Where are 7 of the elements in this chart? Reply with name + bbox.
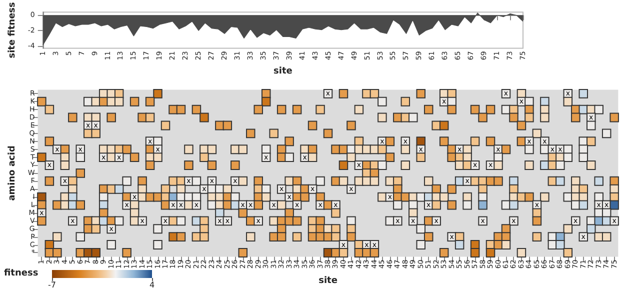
y-axis-title: amino acid (8, 146, 18, 201)
x-axis-title: site (274, 66, 292, 77)
x-axis-title: site (318, 276, 338, 286)
y-axis-title: site fitness (8, 2, 18, 58)
color-bar-label: -7 (48, 280, 56, 290)
color-bar-title: fitness (4, 268, 38, 278)
color-bar-label: 4 (149, 280, 155, 290)
